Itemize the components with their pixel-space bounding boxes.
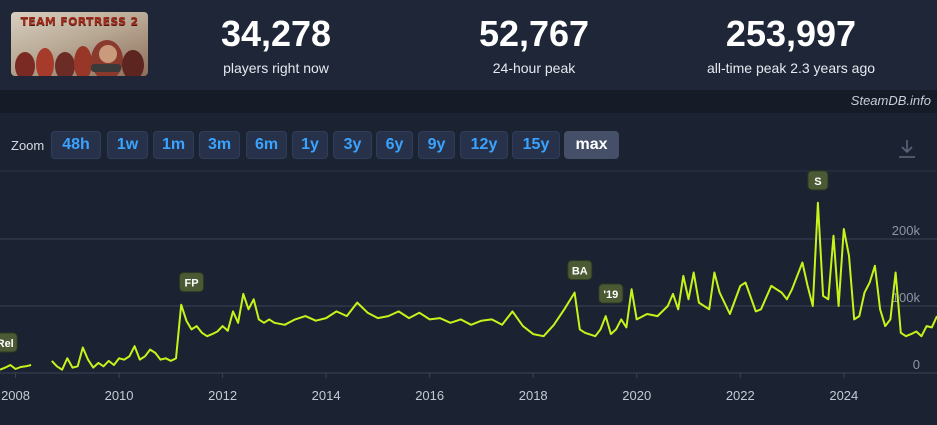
zoom-6m-button[interactable]: 6m	[246, 131, 287, 159]
x-axis-labels: 2008 2010 2012 2014 2016 2018 2020 2022 2024	[1, 373, 858, 403]
x-tick-label: 2016	[415, 388, 444, 403]
annotation-marker-fp[interactable]: FP	[179, 272, 205, 293]
annotation-marker-19[interactable]: '19	[598, 283, 624, 304]
credit-bar: SteamDB.info	[0, 90, 937, 113]
x-tick-label: 2022	[726, 388, 755, 403]
zoom-6y-button[interactable]: 6y	[376, 131, 413, 159]
zoom-1w-button[interactable]: 1w	[107, 131, 148, 159]
x-tick-label: 2010	[105, 388, 134, 403]
annotation-badge	[598, 283, 624, 304]
x-tick-label: 2020	[622, 388, 651, 403]
current-players-value: 34,278	[220, 13, 332, 54]
stat-24h-peak: 52,767 24-hour peak	[404, 14, 664, 77]
y-axis-labels: 0 100k 200k	[892, 223, 921, 372]
chart-grid	[0, 170, 937, 374]
all-time-peak-value: 253,997	[725, 13, 857, 54]
y-tick-label: 200k	[892, 223, 921, 238]
zoom-max-button[interactable]: max	[564, 131, 619, 159]
player-count-series-line	[0, 201, 937, 371]
zoom-3y-button[interactable]: 3y	[333, 131, 372, 159]
x-tick-label: 2018	[519, 388, 548, 403]
annotation-label: S	[814, 176, 821, 188]
annotation-badge	[567, 260, 593, 281]
x-tick-label: 2014	[312, 388, 341, 403]
download-icon[interactable]	[897, 138, 917, 160]
annotation-badge	[807, 170, 829, 191]
zoom-1m-button[interactable]: 1m	[153, 131, 194, 159]
zoom-1y-button[interactable]: 1y	[292, 131, 328, 159]
annotation-label: BA	[572, 266, 588, 278]
zoom-label: Zoom	[11, 138, 45, 153]
stat-all-time-peak: 253,997 all-time peak 2.3 years ago	[661, 14, 921, 77]
annotation-marker-s[interactable]: S	[807, 170, 829, 191]
current-players-label: players right now	[223, 60, 329, 76]
x-tick-label: 2008	[1, 388, 30, 403]
annotation-badge	[179, 272, 205, 293]
zoom-3m-button[interactable]: 3m	[199, 131, 240, 159]
annotation-label: Rel	[0, 338, 14, 350]
zoom-48h-button[interactable]: 48h	[51, 131, 101, 159]
game-art	[15, 40, 144, 76]
24h-peak-value: 52,767	[478, 13, 590, 54]
zoom-9y-button[interactable]: 9y	[418, 131, 455, 159]
x-tick-label: 2012	[208, 388, 237, 403]
stat-current-players: 34,278 players right now	[146, 14, 406, 77]
annotation-label: '19	[603, 289, 618, 301]
game-logo[interactable]: TEAM FORTRESS 2	[11, 12, 148, 76]
all-time-peak-label: all-time peak 2.3 years ago	[706, 60, 876, 76]
chart-annotations: Rel FP BA '19 S	[0, 170, 829, 353]
game-logo-text: TEAM FORTRESS 2	[20, 15, 139, 28]
24h-peak-label: 24-hour peak	[492, 60, 576, 76]
y-tick-label: 0	[913, 357, 920, 372]
y-tick-label: 100k	[892, 290, 921, 305]
steamdb-credit[interactable]: SteamDB.info	[850, 93, 931, 108]
stats-header: TEAM FORTRESS 2 34,278 players right now…	[0, 0, 937, 90]
x-tick-label: 2024	[829, 388, 858, 403]
annotation-marker-rel[interactable]: Rel	[0, 332, 18, 353]
annotation-badge	[0, 332, 18, 353]
zoom-15y-button[interactable]: 15y	[512, 131, 560, 159]
zoom-12y-button[interactable]: 12y	[460, 131, 508, 159]
annotation-label: FP	[185, 278, 199, 290]
annotation-marker-ba[interactable]: BA	[567, 260, 593, 281]
